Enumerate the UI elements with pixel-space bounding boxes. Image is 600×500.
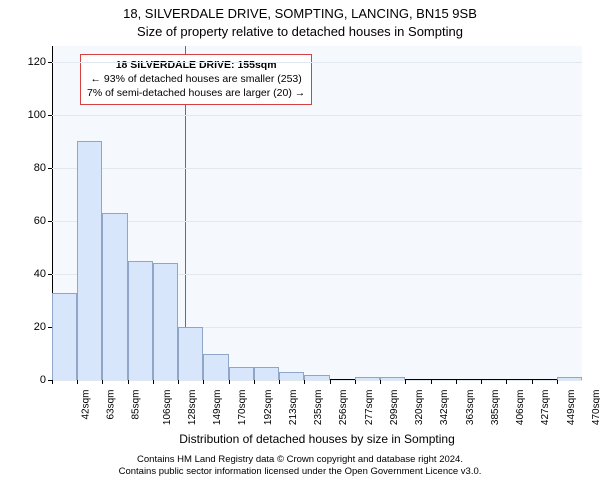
chart-plot-area: 18 SILVERDALE DRIVE: 155sqm ← 93% of det… [52, 46, 582, 380]
x-tick [304, 380, 305, 384]
y-tick-label: 100 [28, 109, 52, 121]
x-tick [52, 380, 53, 384]
histogram-bar [52, 293, 77, 380]
histogram-bar [178, 327, 203, 380]
y-tick-label: 40 [34, 268, 52, 280]
x-tick [380, 380, 381, 384]
gridline [52, 221, 582, 222]
histogram-bar [203, 354, 228, 381]
x-tick [405, 380, 406, 384]
gridline [52, 380, 582, 381]
histogram-bar [254, 367, 279, 380]
x-tick [153, 380, 154, 384]
y-tick-label: 20 [34, 321, 52, 333]
histogram-bar [304, 375, 329, 380]
x-tick-label: 363sqm [465, 390, 476, 426]
x-tick [557, 380, 558, 384]
x-tick-label: 406sqm [515, 390, 526, 426]
x-tick-label: 106sqm [162, 390, 173, 426]
x-tick-label: 213sqm [288, 390, 299, 426]
x-tick-label: 192sqm [263, 390, 274, 426]
x-tick-label: 427sqm [540, 390, 551, 426]
histogram-bar [128, 261, 153, 380]
histogram-bar [355, 377, 380, 380]
x-tick [506, 380, 507, 384]
gridline [52, 115, 582, 116]
x-axis-label: Distribution of detached houses by size … [52, 432, 582, 446]
x-tick-label: 385sqm [490, 390, 501, 426]
chart-wrapper: { "titles": { "line1": "18, SILVERDALE D… [0, 0, 600, 500]
x-tick-label: 256sqm [338, 390, 349, 426]
x-tick-label: 85sqm [131, 390, 142, 420]
histogram-bar [380, 377, 405, 380]
x-tick [102, 380, 103, 384]
x-tick-label: 277sqm [364, 390, 375, 426]
annotation-larger: 7% of semi-detached houses are larger (2… [87, 86, 305, 100]
histogram-bar [229, 367, 254, 380]
x-tick [532, 380, 533, 384]
x-tick-label: 170sqm [238, 390, 249, 426]
x-tick [128, 380, 129, 384]
x-tick [203, 380, 204, 384]
x-tick-label: 63sqm [106, 390, 117, 420]
x-tick [481, 380, 482, 384]
y-tick-label: 0 [40, 374, 52, 386]
x-tick [178, 380, 179, 384]
x-tick [229, 380, 230, 384]
y-tick-label: 60 [34, 215, 52, 227]
y-tick-label: 80 [34, 162, 52, 174]
x-tick [431, 380, 432, 384]
x-tick-label: 470sqm [591, 390, 600, 426]
x-tick-label: 42sqm [81, 390, 92, 420]
y-tick-label: 120 [28, 56, 52, 68]
x-tick [355, 380, 356, 384]
x-tick [279, 380, 280, 384]
credit-text: Contains HM Land Registry data © Crown c… [0, 454, 600, 479]
x-tick-label: 449sqm [566, 390, 577, 426]
gridline [52, 62, 582, 63]
gridline [52, 168, 582, 169]
annotation-title: 18 SILVERDALE DRIVE: 155sqm [87, 58, 305, 72]
credit-line1: Contains HM Land Registry data © Crown c… [137, 454, 463, 465]
page-title-line2: Size of property relative to detached ho… [0, 24, 600, 39]
histogram-bar [279, 372, 304, 380]
x-tick [254, 380, 255, 384]
page-title-line1: 18, SILVERDALE DRIVE, SOMPTING, LANCING,… [0, 6, 600, 21]
credit-line2: Contains public sector information licen… [119, 466, 482, 477]
x-tick-label: 342sqm [439, 390, 450, 426]
x-tick-label: 299sqm [389, 390, 400, 426]
annotation-smaller: ← 93% of detached houses are smaller (25… [87, 72, 305, 86]
histogram-bar [557, 377, 582, 380]
x-tick-label: 128sqm [187, 390, 198, 426]
histogram-bar [77, 141, 102, 380]
x-tick [330, 380, 331, 384]
x-tick-label: 235sqm [313, 390, 324, 426]
x-tick-label: 320sqm [414, 390, 425, 426]
histogram-bar [153, 263, 178, 380]
x-tick-label: 149sqm [212, 390, 223, 426]
x-tick [456, 380, 457, 384]
histogram-bar [102, 213, 127, 380]
x-tick [77, 380, 78, 384]
